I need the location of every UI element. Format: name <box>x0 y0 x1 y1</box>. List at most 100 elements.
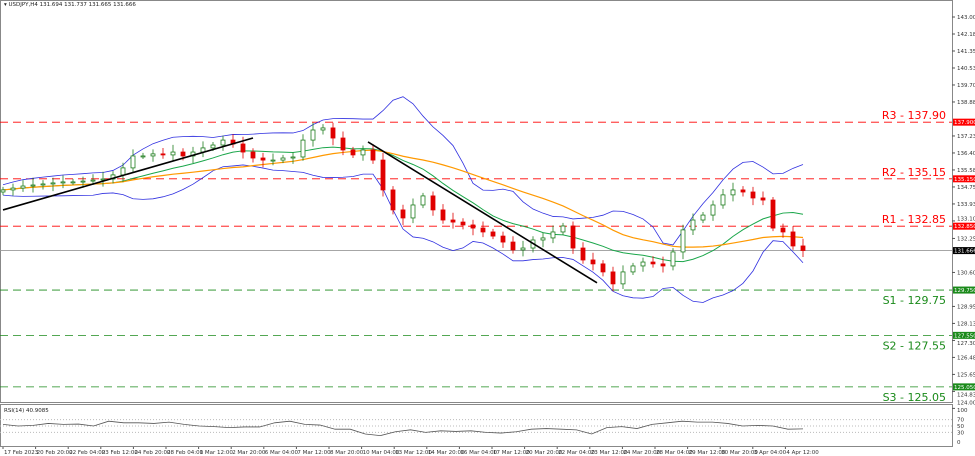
time-tick-label: 1 Mar 12:00 <box>200 450 234 456</box>
time-tick-label: 3 Apr 04:00 <box>754 450 787 456</box>
time-tick-label: 14 Mar 20:00 <box>428 450 465 456</box>
candle-body <box>0 189 6 193</box>
price-tick-label: 124.005 <box>957 401 975 407</box>
chart-title: ▾ USDJPY,H4 131.694 131.737 131.665 131.… <box>4 2 136 8</box>
candle-body <box>500 235 506 243</box>
price-tick-label: 133.105 <box>957 217 975 223</box>
level-tag-S3 <box>953 383 975 391</box>
price-tick-label: 140.530 <box>957 66 975 72</box>
candle-body <box>620 271 626 285</box>
level-tag-R2 <box>953 175 975 183</box>
time-tick-label: 20 Feb 20:00 <box>37 450 74 456</box>
level-label-S3: S3 - 125.05 <box>883 391 946 404</box>
time-tick-label: 16 Mar 04:00 <box>460 450 497 456</box>
candle-body <box>60 181 66 184</box>
time-tick-label: 17 Mar 12:00 <box>493 450 530 456</box>
candle-body <box>430 195 436 211</box>
candle-body <box>310 129 316 141</box>
candle-body <box>70 181 76 184</box>
bollinger-lower <box>2 164 804 303</box>
time-tick-label: 28 Mar 04:00 <box>656 450 693 456</box>
candle-body <box>480 227 486 233</box>
candle-body <box>790 231 796 247</box>
price-tick-label: 135.580 <box>957 168 975 174</box>
candle-body <box>680 229 686 253</box>
level-tag-S2 <box>953 331 975 339</box>
time-tick-label: 17 Feb 2023 <box>4 450 39 456</box>
candle-body <box>460 221 466 226</box>
trendline-2 <box>367 141 598 284</box>
candle-body <box>380 159 386 191</box>
candle-body <box>210 144 216 149</box>
bollinger-upper <box>2 96 804 246</box>
candle-body <box>120 167 126 176</box>
moving-average-fast <box>2 146 804 263</box>
candle-body <box>290 156 296 159</box>
candle-body <box>140 155 146 158</box>
level-label-R1: R1 - 132.85 <box>882 213 946 226</box>
candle-body <box>780 227 786 233</box>
candle-body <box>640 261 646 267</box>
price-tick-label: 136.405 <box>957 151 975 157</box>
rsi-level-label: 30 <box>957 430 964 436</box>
time-tick-label: 28 Feb 04:00 <box>167 450 204 456</box>
candle-body <box>360 149 366 156</box>
candle-body <box>150 153 156 157</box>
time-tick-label: 24 Mar 20:00 <box>623 450 660 456</box>
rsi-level-label: 70 <box>957 418 964 424</box>
candle-body <box>410 204 416 219</box>
candle-body <box>570 225 576 249</box>
time-tick-label: 29 Mar 12:00 <box>689 450 726 456</box>
candle-body <box>420 195 426 206</box>
candle-body <box>370 149 376 161</box>
level-tag-text-S1: 129.750 <box>954 288 975 294</box>
candle-body <box>280 157 286 161</box>
candle-body <box>750 191 756 199</box>
price-tick-label: 139.705 <box>957 83 975 89</box>
current-price-tag <box>953 247 975 255</box>
candle-body <box>330 127 336 139</box>
candle-body <box>320 127 326 131</box>
candle-body <box>170 151 176 156</box>
candle-body <box>580 247 586 261</box>
time-tick-label: 7 Mar 12:00 <box>297 450 331 456</box>
candle-body <box>720 194 726 206</box>
level-tag-text-R2: 135.150 <box>954 177 975 183</box>
candle-body <box>270 159 276 162</box>
time-tick-label: 6 Mar 04:00 <box>265 450 299 456</box>
candle-body <box>30 184 36 187</box>
candle-body <box>590 259 596 265</box>
price-tick-label: 128.130 <box>957 321 975 327</box>
price-tick-label: 124.830 <box>957 392 975 398</box>
candle-body <box>730 189 736 196</box>
triangle-down-icon[interactable]: ▾ <box>4 2 7 8</box>
time-tick-label: 22 Mar 04:00 <box>558 450 595 456</box>
level-label-S2: S2 - 127.55 <box>883 339 946 352</box>
level-label-R3: R3 - 137.90 <box>882 109 946 122</box>
price-tick-label: 125.655 <box>957 372 975 378</box>
time-tick-label: 23 Mar 12:00 <box>591 450 628 456</box>
time-tick-label: 24 Feb 20:00 <box>134 450 171 456</box>
time-tick-label: 20 Mar 20:00 <box>526 450 563 456</box>
candle-body <box>540 237 546 241</box>
price-tick-label: 142.180 <box>957 32 975 38</box>
candle-body <box>510 241 516 251</box>
price-tick-label: 126.480 <box>957 355 975 361</box>
rsi-title: RSI(14) 40.9085 <box>4 408 49 414</box>
candle-body <box>130 155 136 169</box>
time-tick-label: 13 Mar 12:00 <box>395 450 432 456</box>
candle-body <box>520 247 526 251</box>
rsi-level-label: 100 <box>957 408 968 414</box>
candle-body <box>80 180 86 183</box>
time-tick-label: 2 Mar 20:00 <box>232 450 266 456</box>
price-tick-label: 128.955 <box>957 304 975 310</box>
price-tick-label: 134.755 <box>957 185 975 191</box>
level-label-S1: S1 - 129.75 <box>883 294 946 307</box>
price-tick-label: 133.930 <box>957 202 975 208</box>
current-price-label: 131.666 <box>954 249 975 255</box>
level-label-R2: R2 - 135.15 <box>882 166 946 179</box>
price-tick-label: 138.880 <box>957 100 975 106</box>
candle-body <box>20 185 26 189</box>
